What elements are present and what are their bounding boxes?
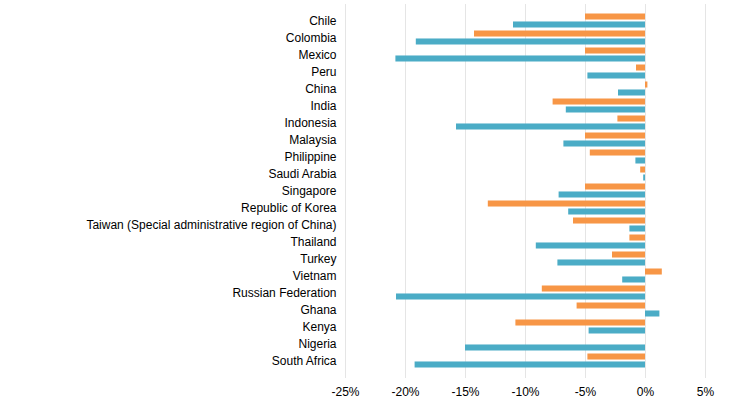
svg-text:Republic of Korea: Republic of Korea: [241, 201, 337, 215]
svg-text:Kenya: Kenya: [302, 320, 336, 334]
svg-text:Nigeria: Nigeria: [298, 337, 336, 351]
svg-text:Singapore: Singapore: [282, 184, 337, 198]
svg-text:Peru: Peru: [311, 65, 336, 79]
svg-text:India: India: [310, 99, 336, 113]
svg-text:South Africa: South Africa: [272, 354, 337, 368]
svg-text:Taiwan (Special administrative: Taiwan (Special administrative region of…: [86, 218, 336, 232]
svg-text:5%: 5%: [697, 385, 715, 399]
svg-text:Malaysia: Malaysia: [289, 133, 337, 147]
svg-text:Turkey: Turkey: [300, 252, 336, 266]
svg-text:-5%: -5%: [575, 385, 597, 399]
svg-text:Ghana: Ghana: [300, 303, 336, 317]
svg-text:Russian Federation: Russian Federation: [232, 286, 336, 300]
svg-text:Indonesia: Indonesia: [284, 116, 336, 130]
svg-text:-20%: -20%: [391, 385, 419, 399]
svg-text:-10%: -10%: [511, 385, 539, 399]
svg-text:Thailand: Thailand: [290, 235, 336, 249]
svg-text:0%: 0%: [637, 385, 655, 399]
svg-text:China: China: [305, 82, 337, 96]
svg-text:Vietnam: Vietnam: [293, 269, 337, 283]
svg-text:Chile: Chile: [309, 14, 337, 28]
svg-text:Philippine: Philippine: [284, 150, 336, 164]
svg-text:Mexico: Mexico: [298, 48, 336, 62]
svg-text:Saudi Arabia: Saudi Arabia: [268, 167, 336, 181]
svg-text:-15%: -15%: [451, 385, 479, 399]
svg-text:-25%: -25%: [331, 385, 359, 399]
svg-text:Colombia: Colombia: [286, 31, 337, 45]
